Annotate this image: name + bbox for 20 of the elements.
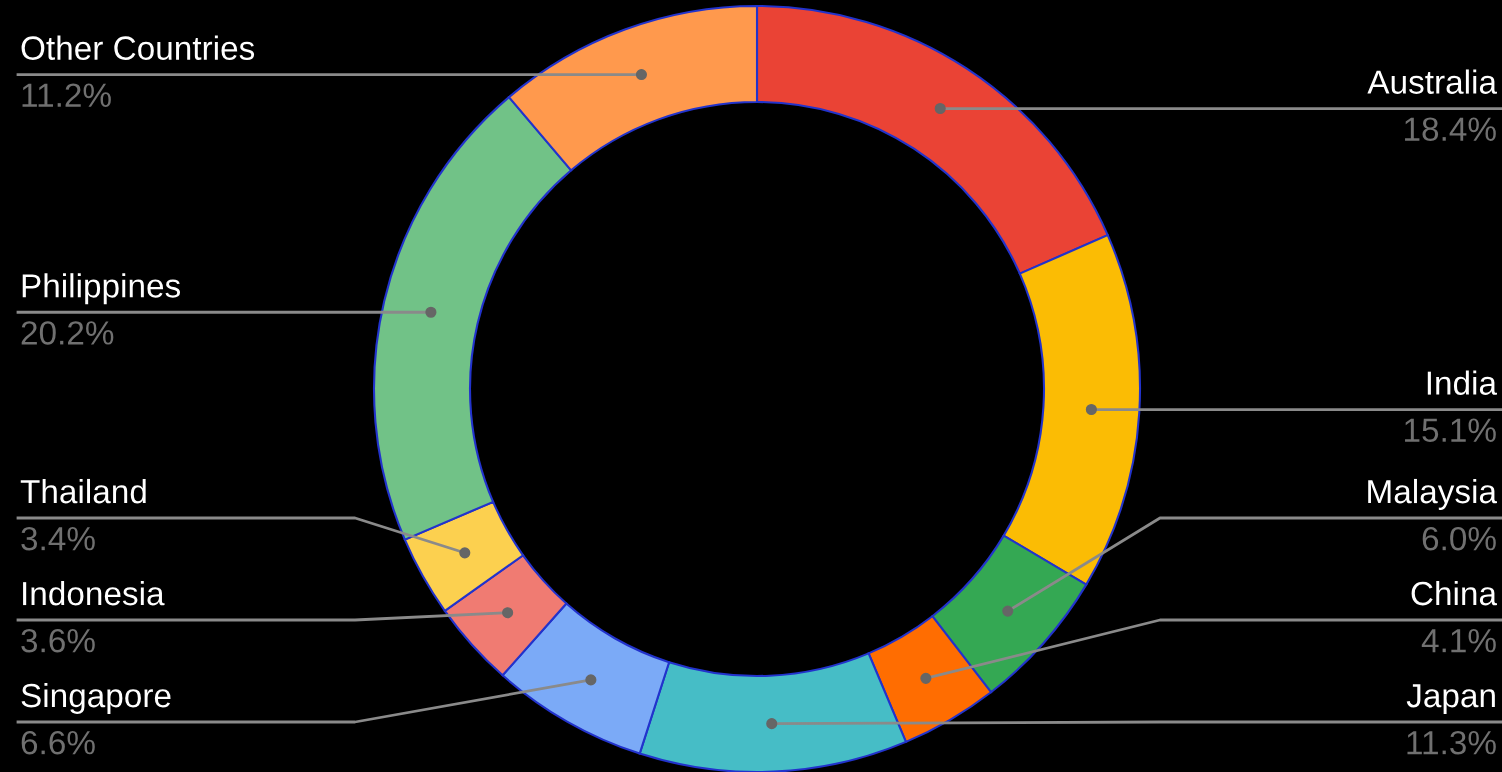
data-label: 3.4% — [21, 526, 95, 551]
data-label: 20.2% — [21, 321, 114, 345]
slice-label: Japan — [1406, 684, 1495, 714]
data-label: 4.1% — [1421, 629, 1496, 653]
slice-label: Malaysia — [1368, 478, 1497, 510]
data-label: 6.0% — [1422, 526, 1496, 551]
data-label: 11.2% — [22, 83, 111, 107]
slice-label: Thailand — [20, 478, 146, 504]
slice-label: Philippines — [22, 273, 181, 305]
data-label: 15.1% — [1405, 418, 1496, 443]
data-label: 11.3% — [1407, 730, 1496, 755]
data-label: 6.6% — [21, 730, 95, 755]
slice-label: India — [1427, 370, 1497, 395]
slice-label: Singapore — [21, 682, 171, 714]
slice-label: Other Countries — [21, 35, 255, 60]
data-label: 3.6% — [21, 628, 95, 653]
slice-label: Australia — [1367, 69, 1497, 94]
slice-label: China — [1411, 580, 1497, 606]
slice-label: Indonesia — [23, 580, 165, 606]
data-label: 18.4% — [1405, 117, 1496, 142]
